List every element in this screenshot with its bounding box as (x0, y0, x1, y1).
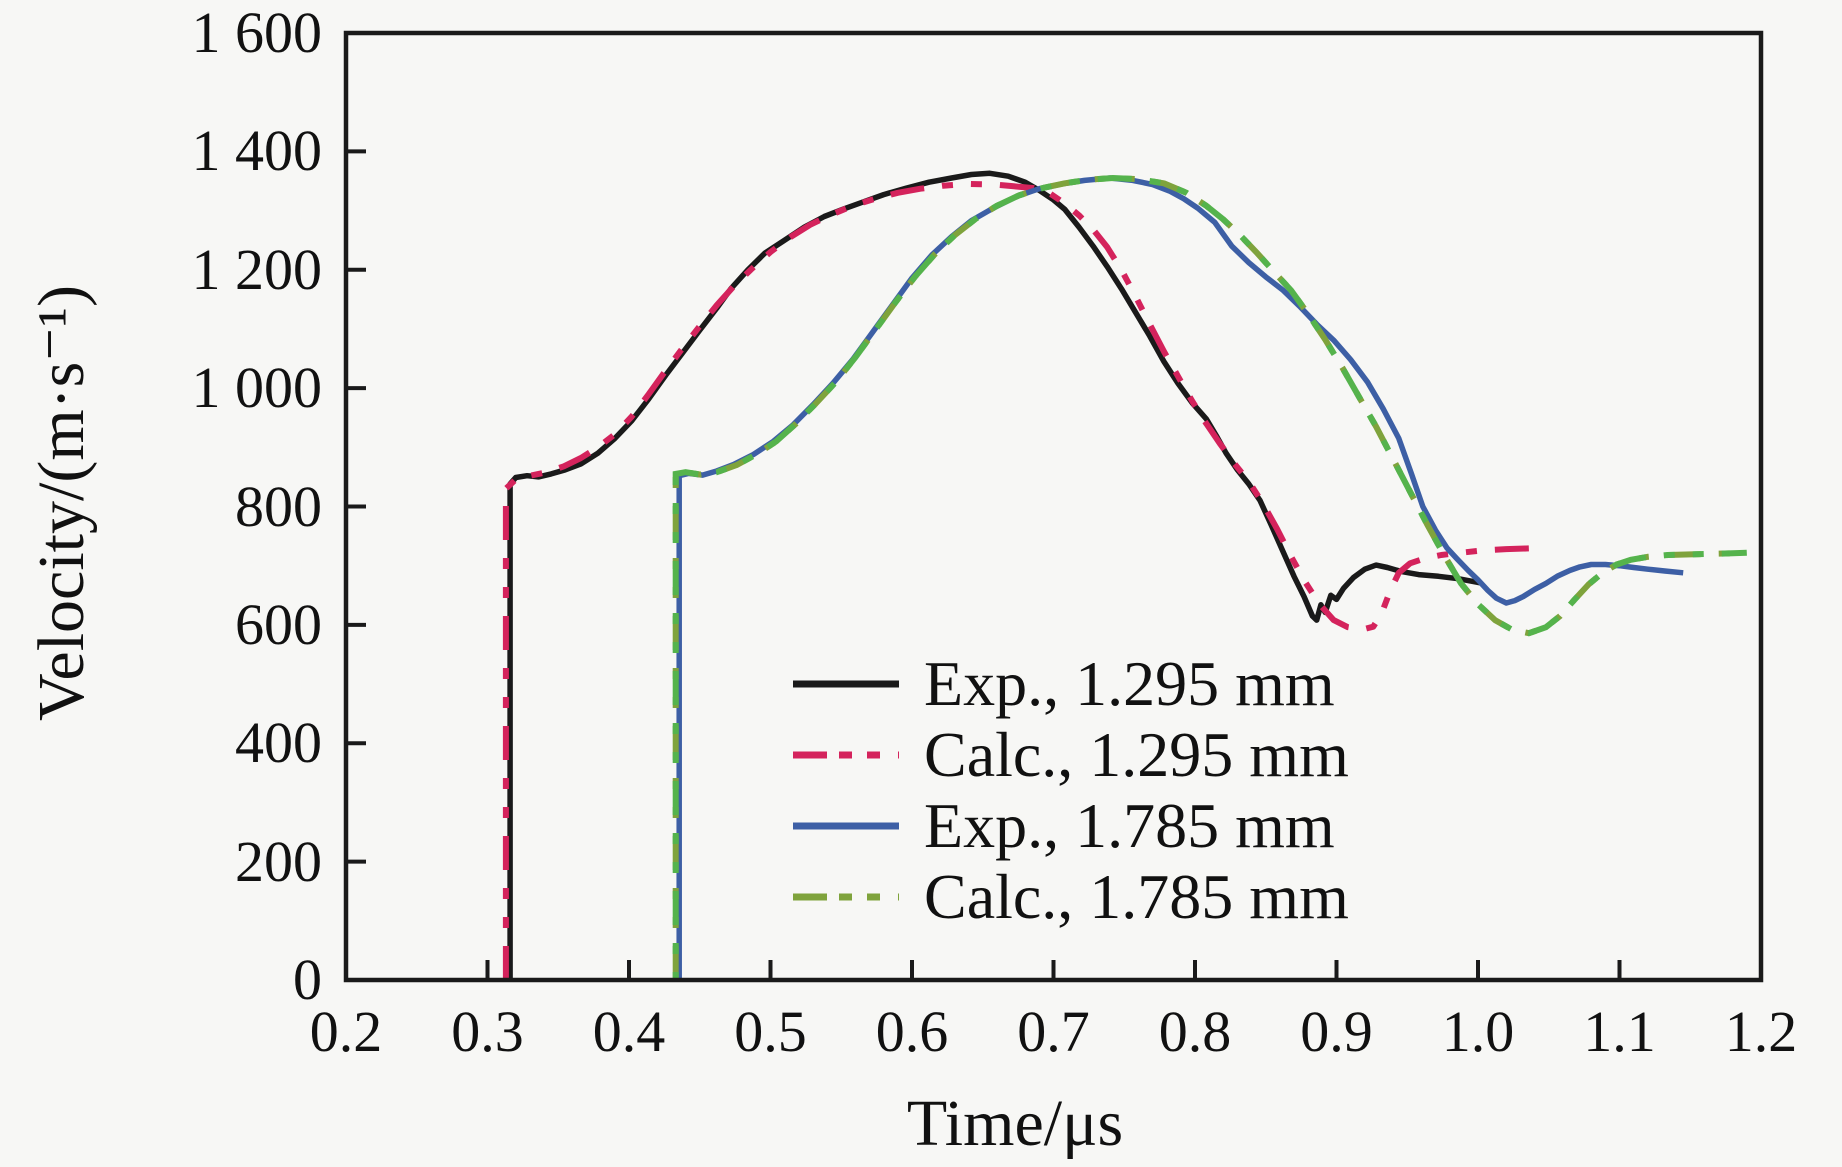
y-tick-label: 1 000 (191, 355, 323, 421)
x-tick-label: 1.0 (1441, 999, 1515, 1064)
legend-item: Exp., 1.295 mm (790, 648, 1349, 719)
y-tick-label: 600 (235, 591, 322, 657)
x-axis-title: Time/μs (906, 1087, 1124, 1160)
x-tick-label: 0.4 (592, 999, 666, 1064)
legend-item: Calc., 1.785 mm (790, 861, 1349, 932)
x-tick-label: 0.3 (451, 999, 524, 1064)
x-tick-label: 0.7 (1017, 999, 1090, 1064)
legend-item-label: Calc., 1.785 mm (924, 860, 1349, 932)
legend-line-sample (793, 822, 899, 829)
y-tick-label: 400 (235, 710, 322, 776)
legend-line-sample (793, 751, 899, 758)
y-tick-label: 800 (235, 473, 322, 539)
legend-line-sample (793, 680, 899, 687)
curve-calc-1-785-mm-overlay (672, 174, 1747, 980)
legend-item-label: Calc., 1.295 mm (924, 718, 1349, 790)
x-tick-label: 0.5 (734, 999, 807, 1064)
y-tick-label: 200 (235, 828, 322, 894)
x-tick-label: 1.1 (1583, 999, 1656, 1064)
y-tick-label: 0 (293, 947, 322, 1012)
legend-item: Calc., 1.295 mm (790, 719, 1349, 790)
legend-item-label: Exp., 1.785 mm (924, 789, 1335, 861)
x-tick-label: 0.2 (309, 999, 383, 1064)
y-tick-label: 1 600 (191, 0, 323, 65)
curve-calc-1-295-mm (502, 180, 1544, 980)
y-tick-label: 1 200 (191, 236, 323, 302)
x-tick-label: 1.2 (1724, 999, 1798, 1064)
x-tick-label: 0.9 (1300, 999, 1373, 1064)
legend: Exp., 1.295 mm Calc., 1.295 mm Exp., 1.785… (790, 648, 1349, 932)
legend-line-sample (793, 893, 899, 900)
x-tick-label: 0.8 (1158, 999, 1232, 1064)
legend-item: Exp., 1.785 mm (790, 790, 1349, 861)
x-tick-label: 0.6 (875, 999, 949, 1064)
y-axis-title: Velocity/(m·s⁻¹) (25, 285, 98, 721)
y-tick-label: 1 400 (191, 118, 323, 184)
legend-item-label: Exp., 1.295 mm (924, 647, 1335, 719)
